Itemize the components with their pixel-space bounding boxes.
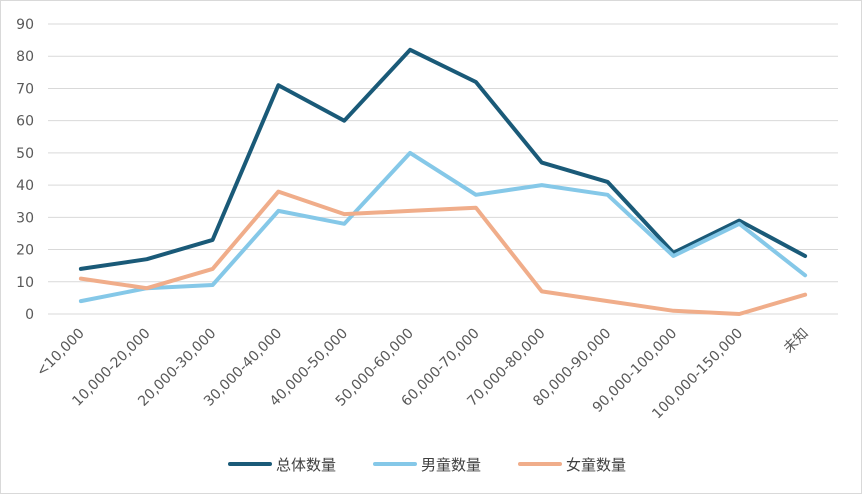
y-tick-label: 10 xyxy=(16,275,34,291)
y-tick-label: 0 xyxy=(25,307,34,323)
y-tick-label: 20 xyxy=(16,243,34,259)
legend-label: 女童数量 xyxy=(566,456,626,474)
y-tick-label: 30 xyxy=(16,210,34,226)
y-axis-ticks: 0 10 20 30 40 50 60 70 80 90 xyxy=(16,17,34,323)
y-tick-label: 60 xyxy=(16,114,34,130)
x-tick-label: <10,000 xyxy=(33,326,87,380)
legend-label: 男童数量 xyxy=(421,456,481,474)
y-tick-label: 70 xyxy=(16,81,34,97)
series-line-0 xyxy=(78,47,808,271)
series-line-1 xyxy=(78,150,808,304)
series-lines xyxy=(78,47,808,316)
y-tick-label: 90 xyxy=(16,17,34,33)
legend-label: 总体数量 xyxy=(276,456,336,474)
y-tick-label: 40 xyxy=(16,178,34,194)
x-axis-ticks: <10,00010,000-20,00020,000-30,00030,000-… xyxy=(33,325,811,422)
y-tick-label: 80 xyxy=(16,49,34,65)
legend: 总体数量 男童数量 女童数量 xyxy=(228,456,626,474)
x-tick-label: 未知 xyxy=(780,325,812,357)
series-line-2 xyxy=(78,189,808,316)
y-tick-label: 50 xyxy=(16,146,34,162)
